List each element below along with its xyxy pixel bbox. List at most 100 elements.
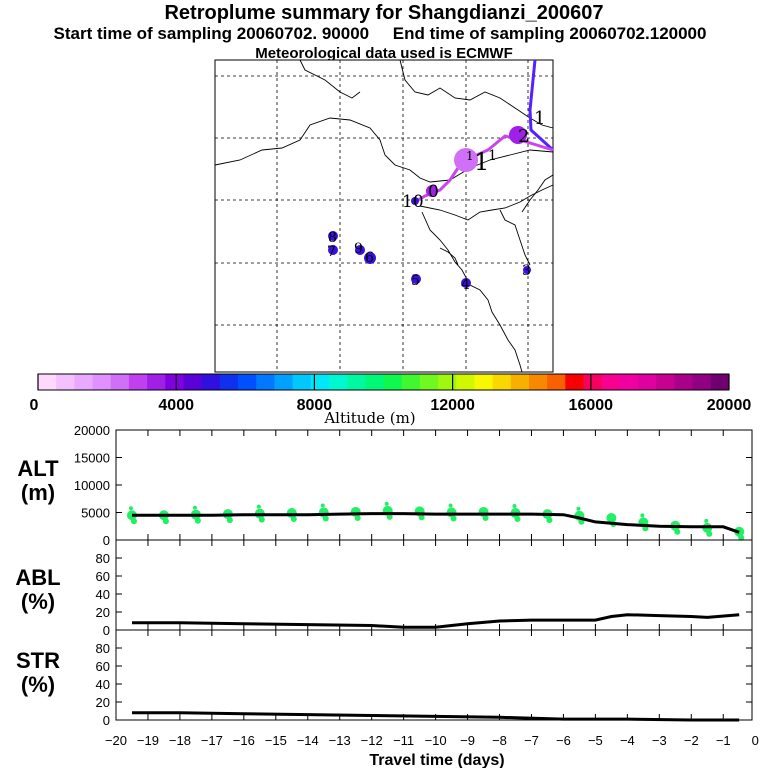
- met-data-label: Meteorological data used is ECMWF: [255, 45, 513, 62]
- colorbar-tick-label: 8000: [297, 397, 333, 414]
- colorbar-segment: [401, 374, 421, 390]
- alt-dot: [674, 528, 681, 535]
- colorbar-segment: [674, 374, 694, 390]
- alt-dot: [194, 517, 201, 524]
- y-tick-label: 5000: [81, 506, 110, 521]
- alt-dot: [448, 503, 453, 508]
- colorbar-segment: [256, 374, 275, 390]
- x-tick-label: −2: [684, 733, 699, 748]
- alt-dot: [226, 517, 233, 524]
- alt-dot: [258, 516, 265, 523]
- y-tick-label: 20: [96, 695, 110, 710]
- alt-dot: [130, 518, 137, 525]
- y-tick-label: 40: [96, 587, 110, 602]
- colorbar-segment: [92, 374, 112, 390]
- sampling-times: Start time of sampling 20060702. 90000 E…: [0, 24, 764, 44]
- map-borders: [214, 59, 554, 373]
- colorbar-segment: [565, 374, 585, 390]
- x-tick-label: −14: [297, 733, 319, 748]
- colorbar-segment: [128, 374, 148, 390]
- colorbar-segment: [619, 374, 639, 390]
- colorbar-segment: [201, 374, 221, 390]
- panel-str: 0 20 40 60 80 STR(%): [16, 629, 753, 728]
- map-label: 1: [488, 148, 497, 164]
- y-tick-label: 40: [96, 677, 110, 692]
- colorbar-tick-labels: 0 4000 8000 12000 16000 20000: [30, 397, 752, 414]
- alt-dot: [706, 530, 713, 537]
- altitude-colorbar: [37, 373, 730, 391]
- alt-dot: [322, 515, 329, 522]
- y-tick-label: 0: [103, 713, 110, 728]
- y-tick-label: 20000: [74, 423, 110, 438]
- plume-dot: [426, 185, 438, 197]
- map-day-labels: 1 2 1 1 1 10 0 8 7 9 6 5 4 3: [327, 108, 545, 293]
- alt-dot: [450, 515, 457, 522]
- panel-abl: 0 20 40 60 80 ABL(%): [15, 539, 753, 638]
- plume-dot: [364, 252, 376, 264]
- x-tick-label: 0: [752, 733, 759, 748]
- colorbar-segment: [165, 374, 184, 390]
- colorbar-title: Altitude (m): [323, 409, 415, 427]
- x-tick-label: −17: [201, 733, 223, 748]
- map-panel: 1 2 1 1 1 10 0 8 7 9 6 5 4 3: [214, 59, 555, 373]
- alt-dot: [126, 510, 137, 521]
- alt-dot: [256, 504, 261, 509]
- alt-dot: [162, 518, 169, 525]
- colorbar-segment: [638, 374, 657, 390]
- panel-label: ALT: [17, 456, 59, 481]
- map-label: 10: [402, 192, 424, 212]
- colorbar-segment: [474, 374, 494, 390]
- x-axis-title: Travel time (days): [369, 752, 504, 768]
- x-tick-label: −20: [105, 733, 127, 748]
- plume-dot: [411, 274, 421, 284]
- map-label: 4: [461, 277, 470, 293]
- x-tick-label: −5: [588, 733, 603, 748]
- colorbar-segment: [492, 374, 512, 390]
- x-tick-label: −12: [361, 733, 383, 748]
- x-tick-label: −10: [425, 733, 447, 748]
- alt-dot: [192, 505, 197, 510]
- panel-frame: [115, 629, 753, 721]
- colorbar-segment: [365, 374, 384, 390]
- plume-dot: [454, 148, 478, 172]
- colorbar-tick-label: 12000: [430, 397, 475, 414]
- plume-dot: [509, 126, 527, 144]
- map-label: 6: [365, 250, 374, 266]
- x-tick-label: −19: [137, 733, 159, 748]
- colorbar-tick-label: 4000: [158, 397, 194, 414]
- map-label: 1: [474, 148, 489, 176]
- x-tick-label: −18: [169, 733, 191, 748]
- alt-dot: [482, 514, 489, 521]
- panel-unit: (%): [21, 589, 55, 614]
- map-label: 7: [327, 244, 336, 260]
- alt-dot: [704, 518, 709, 523]
- series-line: [132, 711, 740, 722]
- colorbar-segment: [274, 374, 294, 390]
- colorbar-segment: [292, 374, 312, 390]
- panel-label: ABL: [15, 565, 60, 590]
- colorbar-segment: [419, 374, 439, 390]
- alt-dot: [546, 517, 553, 524]
- x-tick-label: −1: [716, 733, 731, 748]
- x-tick-label: −6: [556, 733, 571, 748]
- colorbar-segment: [528, 374, 548, 390]
- x-tick-label: −9: [460, 733, 475, 748]
- time-series-panels: 05000100001500020000ALT(m)020406080ABL(%…: [15, 423, 758, 768]
- y-tick-label: 20: [96, 605, 110, 620]
- colorbar-tick-label: 20000: [707, 397, 752, 414]
- y-tick-label: 60: [96, 659, 110, 674]
- x-tick-label: −7: [524, 733, 539, 748]
- y-tick-label: 60: [96, 569, 110, 584]
- colorbar-segment: [310, 374, 330, 390]
- map-label: 3: [522, 263, 531, 279]
- plume-dot: [411, 197, 419, 205]
- colorbar-segment: [583, 374, 603, 390]
- colorbar-segment: [601, 374, 621, 390]
- map-label: 8: [328, 230, 337, 246]
- colorbar-segment: [110, 374, 130, 390]
- colorbar-segment: [219, 374, 239, 390]
- chart-title: Retroplume summary for Shangdianzi_20060…: [164, 2, 604, 24]
- y-tick-label: 0: [103, 623, 110, 638]
- plume-dot: [523, 266, 531, 274]
